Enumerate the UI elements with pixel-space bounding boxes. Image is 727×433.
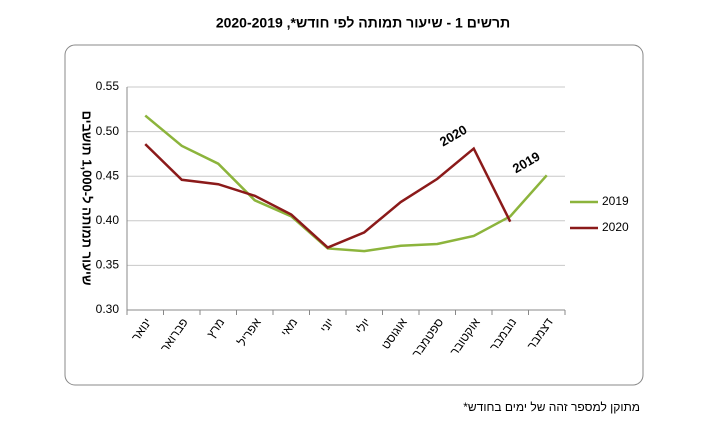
x-tick-label: יוני (317, 316, 337, 336)
y-tick-label: 0.35 (96, 258, 120, 272)
y-tick-label: 0.45 (96, 168, 120, 182)
x-tick-label: אפריל (235, 315, 264, 349)
footnote: *מתוקן למספר זהה של ימים בחודש (463, 400, 640, 414)
y-axis-label: שיעור תמותה ל-1,000 תושבים (80, 111, 95, 286)
y-tick-label: 0.40 (96, 213, 120, 227)
x-tick-label: נובמבר (487, 316, 520, 354)
x-tick-label: מרץ (204, 316, 227, 341)
x-tick-label: פברואר (158, 316, 191, 355)
series-line (144, 143, 512, 250)
x-tick-label: דצמבר (524, 315, 556, 352)
x-tick-label: אוקטובר (447, 315, 483, 358)
x-tick-label: מאי (278, 316, 300, 340)
x-tick-label: יולי (353, 316, 373, 337)
chart-title: תרשים 1 - שיעור תמותה לפי חודש*, 2020-20… (216, 15, 510, 31)
annotation: 2020 (437, 122, 470, 149)
x-tick-label: אוגוסט (379, 315, 411, 352)
x-tick-label: ספטמבר (409, 315, 446, 360)
annotation: 2019 (510, 149, 543, 176)
series-line (144, 114, 548, 253)
chart-frame (64, 44, 644, 386)
y-tick-label: 0.50 (96, 124, 120, 138)
legend-label: 2020 (602, 220, 629, 234)
legend-label: 2019 (602, 194, 629, 208)
y-tick-label: 0.55 (96, 79, 120, 93)
y-tick-label: 0.30 (96, 302, 120, 316)
x-tick-label: ינואר (129, 316, 155, 344)
